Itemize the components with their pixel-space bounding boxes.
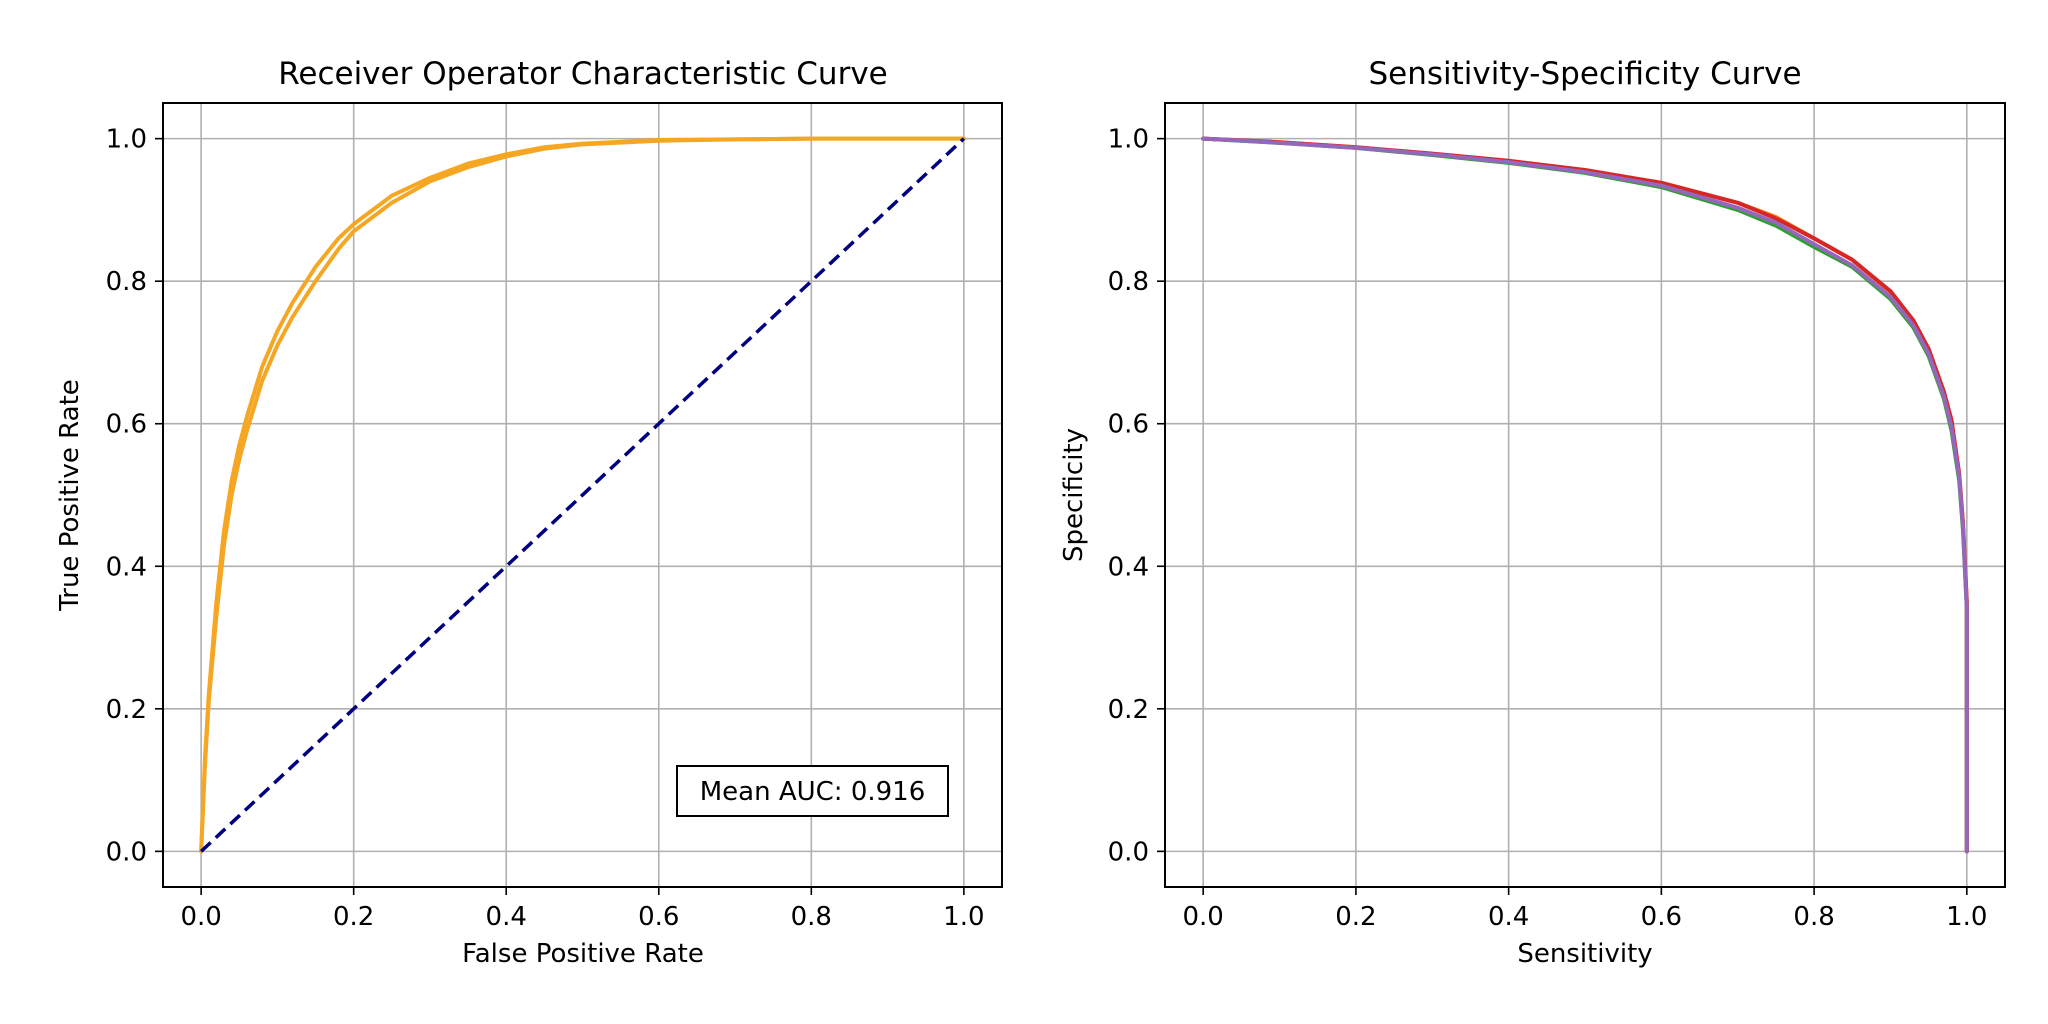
y-tick-label: 0.2 (106, 695, 147, 725)
series-line-1 (1201, 136, 1969, 854)
x-tick-label: 0.2 (333, 902, 374, 932)
y-axis-label: Specificity (1059, 428, 1089, 562)
x-tick-label: 0.0 (1183, 902, 1224, 932)
x-tick-label: 0.6 (1641, 902, 1682, 932)
sensitivity-specificity-chart: Sensitivity-Specificity Curve Sensitivit… (1059, 56, 2006, 969)
series-line-1 (199, 136, 966, 854)
y-tick-label: 0.8 (106, 267, 147, 297)
series-line-2 (1201, 136, 1969, 854)
grid (1165, 103, 2005, 887)
roc-chart: Receiver Operator Characteristic Curve F… (55, 56, 1003, 969)
series-group (199, 136, 966, 854)
mean-auc-annotation: Mean AUC: 0.916 (676, 765, 949, 817)
x-tick-label: 0.8 (1793, 902, 1834, 932)
x-tick-label: 1.0 (1946, 902, 1987, 932)
y-tick-label: 0.6 (106, 410, 147, 440)
x-tick-label: 0.2 (1335, 902, 1376, 932)
y-tick-label: 1.0 (1108, 125, 1149, 155)
series-group (1201, 136, 1969, 854)
x-tick-label: 0.4 (486, 902, 527, 932)
annotation-box (676, 765, 949, 817)
y-tick-label: 0.8 (1108, 267, 1149, 297)
y-tick-label: 0.6 (1108, 410, 1149, 440)
x-tick-label: 0.8 (791, 902, 832, 932)
y-tick-label: 1.0 (106, 125, 147, 155)
axes-frame (162, 102, 1003, 888)
x-tick-label: 1.0 (943, 902, 984, 932)
series-line-0 (1201, 136, 1969, 854)
chart-title: Sensitivity-Specificity Curve (1368, 56, 1801, 92)
chart-title: Receiver Operator Characteristic Curve (278, 56, 888, 92)
x-tick-label: 0.6 (638, 902, 679, 932)
chance-diagonal-line (199, 137, 966, 853)
axes-frame (1164, 102, 2006, 888)
y-tick-label: 0.4 (1108, 552, 1149, 582)
x-tick-label: 0.0 (180, 902, 221, 932)
y-tick-label: 0.2 (1108, 695, 1149, 725)
series-line-3 (1201, 136, 1969, 854)
x-axis-label: Sensitivity (1517, 939, 1652, 969)
y-tick-label: 0.0 (106, 837, 147, 867)
x-tick-label: 0.4 (1488, 902, 1529, 932)
y-tick-label: 0.4 (106, 552, 147, 582)
annotation-text: Mean AUC: 0.916 (700, 777, 926, 807)
y-tick-label: 0.0 (1108, 837, 1149, 867)
x-axis-label: False Positive Rate (462, 939, 704, 969)
y-axis-label: True Positive Rate (55, 379, 85, 612)
